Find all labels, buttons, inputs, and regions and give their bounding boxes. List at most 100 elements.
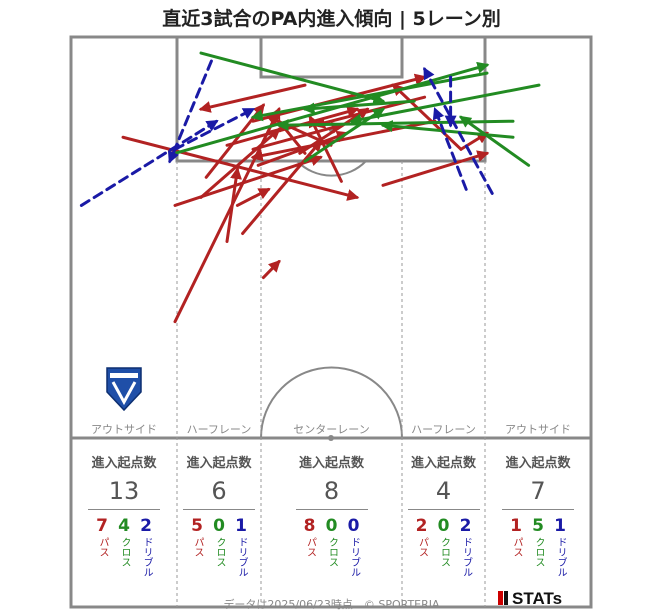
lane-stats-halfspace-left: 進入起点数 6 5 パス 0 クロス 1 ドリブル <box>177 452 261 577</box>
dribble-label: ドリブル <box>236 537 247 577</box>
pass-arrow <box>261 259 281 280</box>
cross-count: 0 <box>213 516 225 536</box>
center-spot <box>328 435 334 441</box>
goal-area <box>259 35 404 79</box>
cross-arrow <box>276 119 515 132</box>
stat-heading: 進入起点数 <box>186 456 252 471</box>
stat-breakdown: 8 パス 0 クロス 0 ドリブル <box>261 516 402 577</box>
dribble-label: ドリブル <box>460 537 472 577</box>
lane-label-halfspace-right: ハーフレーン <box>411 423 476 436</box>
pass-label: パス <box>511 537 522 557</box>
lane-stats-halfspace-right: 進入起点数 4 2 パス 0 クロス 2 ドリブル <box>402 452 485 577</box>
cross-label: クロス <box>438 537 450 567</box>
lane-stats-outside-left: 進入起点数 13 7 パス 4 クロス 2 ドリブル <box>71 452 177 577</box>
stat-heading: 進入起点数 <box>91 456 157 471</box>
pass-arrow <box>256 130 349 167</box>
dribble-stat: 2 ドリブル <box>458 516 474 577</box>
cross-arrow <box>250 71 489 122</box>
dribble-arrow <box>423 66 494 195</box>
arrows-layer <box>79 51 541 324</box>
pass-arrow <box>199 127 281 199</box>
stat-breakdown: 1 パス 5 クロス 1 ドリブル <box>485 516 591 577</box>
cross-count: 0 <box>325 516 338 536</box>
pass-count: 8 <box>303 516 316 536</box>
dribble-stat: 0 ドリブル <box>346 516 362 577</box>
brand-text: STATs <box>512 589 563 608</box>
center-circle <box>260 366 403 439</box>
pass-arrow <box>235 187 271 207</box>
cross-arrow <box>199 51 386 105</box>
dribble-stat: 1 ドリブル <box>233 516 249 577</box>
pass-label: パス <box>97 537 108 557</box>
lane-label-halfspace-left: ハーフレーン <box>186 423 252 436</box>
dribble-label: ドリブル <box>141 537 152 577</box>
pass-count: 7 <box>96 516 108 536</box>
pass-label: パス <box>192 537 203 557</box>
pass-stat: 2 パス <box>414 516 430 577</box>
cross-stat: 5 クロス <box>530 516 546 577</box>
lane-label-outside-right: アウトサイド <box>505 423 571 436</box>
pass-arrow <box>173 154 323 207</box>
stat-divider <box>183 509 255 510</box>
stat-divider <box>502 509 574 510</box>
stat-total: 7 <box>530 477 546 505</box>
cross-stat: 0 クロス <box>436 516 452 577</box>
stat-breakdown: 7 パス 4 クロス 2 ドリブル <box>71 516 177 577</box>
dribble-count: 2 <box>459 516 472 536</box>
cross-arrow <box>173 61 490 155</box>
stat-total: 6 <box>211 477 227 505</box>
lane-stats-outside-right: 進入起点数 7 1 パス 5 クロス 1 ドリブル <box>485 452 591 577</box>
dribble-label: ドリブル <box>555 537 566 577</box>
chart-title: 直近3試合のPA内進入傾向 | 5レーン別 <box>162 8 501 30</box>
cross-label: クロス <box>119 537 130 567</box>
lane-stats-center: 進入起点数 8 8 パス 0 クロス 0 ドリブル <box>261 452 402 577</box>
pass-stat: 1 パス <box>508 516 524 577</box>
dribble-arrow <box>173 107 256 151</box>
cross-count: 4 <box>118 516 130 536</box>
lane-label-outside-left: アウトサイド <box>91 423 157 436</box>
lane-dividers <box>176 161 486 607</box>
dribble-stat: 2 ドリブル <box>138 516 154 577</box>
pass-arrow <box>225 166 242 244</box>
pass-label: パス <box>416 537 428 557</box>
pitch-lines <box>69 35 593 609</box>
cross-count: 0 <box>437 516 450 536</box>
pass-arrow <box>381 150 490 187</box>
cross-count: 5 <box>532 516 544 536</box>
dribble-count: 0 <box>347 516 360 536</box>
stat-divider <box>407 509 480 510</box>
dribble-count: 2 <box>140 516 152 536</box>
pass-count: 2 <box>415 516 428 536</box>
dribble-count: 1 <box>554 516 566 536</box>
stat-heading: 進入起点数 <box>298 456 364 471</box>
dribble-stat: 1 ドリブル <box>552 516 568 577</box>
cross-stat: 0 クロス <box>211 516 227 577</box>
cross-stat: 0 クロス <box>324 516 340 577</box>
stat-divider <box>295 509 368 510</box>
stat-total: 8 <box>323 477 340 505</box>
pass-count: 1 <box>510 516 522 536</box>
pass-stat: 5 パス <box>189 516 205 577</box>
stat-breakdown: 5 パス 0 クロス 1 ドリブル <box>177 516 261 577</box>
dribble-arrow <box>79 119 219 207</box>
pass-count: 5 <box>191 516 203 536</box>
lane-label-center: センターレーン <box>293 423 370 436</box>
pass-label: パス <box>304 537 316 557</box>
cross-arrow <box>380 120 515 139</box>
brand-mark-icon <box>498 591 508 605</box>
cross-label: クロス <box>214 537 225 567</box>
pass-stat: 8 パス <box>302 516 318 577</box>
stat-total: 4 <box>435 477 452 505</box>
cross-arrow <box>302 99 416 115</box>
stat-heading: 進入起点数 <box>505 456 571 471</box>
pass-arrow <box>198 83 307 113</box>
cross-arrow <box>459 115 531 167</box>
brand-logo: STATs <box>498 589 562 609</box>
pass-stat: 7 パス <box>94 516 110 577</box>
cross-label: クロス <box>533 537 544 567</box>
dribble-label: ドリブル <box>348 537 360 577</box>
pass-arrow <box>251 121 344 151</box>
footer-credit: データは2025/06/23時点 © SPORTERIA <box>223 598 440 611</box>
penalty-arc <box>296 160 367 177</box>
